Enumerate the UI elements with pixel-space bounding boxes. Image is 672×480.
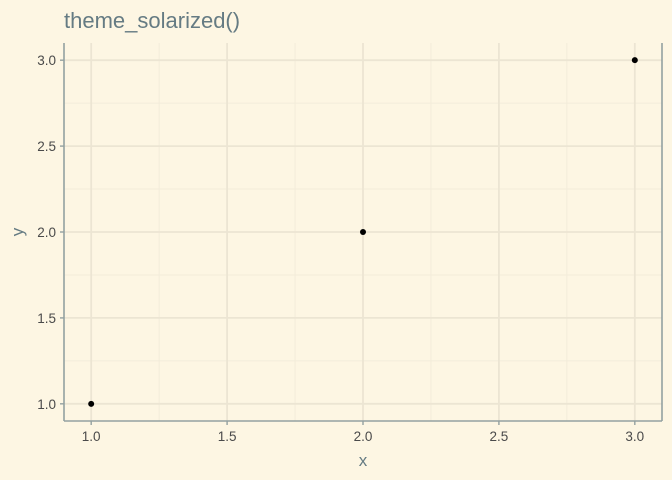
- data-point: [88, 400, 95, 407]
- data-point: [360, 229, 366, 235]
- y-tick-label: 2.0: [37, 225, 56, 240]
- y-tick-labels: 1.0 1.5 2.0 2.5 3.0: [37, 53, 56, 412]
- x-axis-title: x: [359, 451, 368, 470]
- y-tick-label: 2.5: [37, 139, 56, 154]
- x-tick-label: 1.0: [82, 429, 101, 444]
- data-points: [88, 57, 638, 407]
- major-gridlines: [64, 43, 662, 421]
- y-tick-label: 1.5: [37, 311, 56, 326]
- data-point: [631, 57, 638, 64]
- x-tick-label: 2.0: [354, 429, 373, 444]
- x-tick-labels: 1.0 1.5 2.0 2.5 3.0: [82, 429, 644, 444]
- x-tick-label: 2.5: [490, 429, 509, 444]
- x-tick-label: 1.5: [218, 429, 237, 444]
- y-tick-label: 1.0: [37, 397, 56, 412]
- chart-title: theme_solarized(): [64, 8, 240, 33]
- y-tick-label: 3.0: [37, 53, 56, 68]
- x-tick-label: 3.0: [625, 429, 644, 444]
- y-axis-title: y: [8, 227, 27, 236]
- axes: [60, 43, 663, 425]
